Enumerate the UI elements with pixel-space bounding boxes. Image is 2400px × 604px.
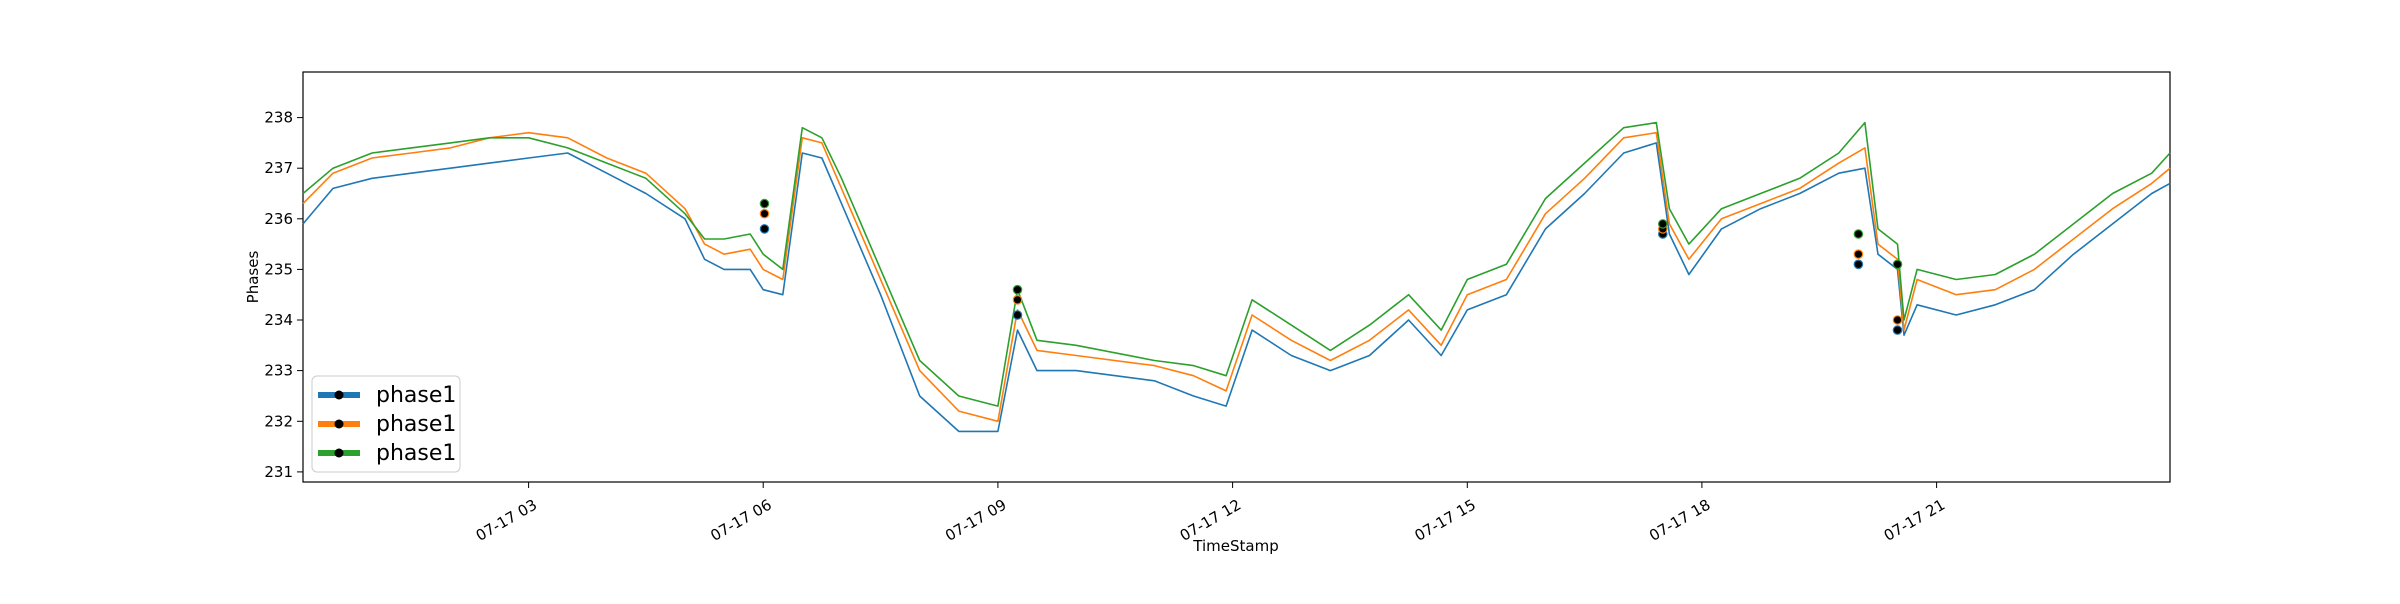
marker-point-2-3: [1012, 284, 1023, 295]
marker-point-5-1: [1892, 325, 1903, 335]
marker-point-4-3: [1853, 229, 1864, 239]
y-tick-label-4: 234: [264, 311, 293, 329]
series-line-1: [302, 142, 2171, 433]
series-line-2: [302, 131, 2171, 423]
legend-item-2: phase1: [318, 412, 456, 437]
x-tick-label-3: 07-17 09: [942, 496, 1009, 545]
legend-item-3: phase1: [318, 441, 456, 466]
legend-frame: [311, 375, 461, 473]
y-tick-label-2: 232: [264, 412, 293, 430]
marker-layer: [759, 198, 1903, 335]
series-line-3: [302, 121, 2171, 407]
x-tick-label-6: 07-17 18: [1646, 496, 1713, 545]
marker-point-1-2: [759, 208, 770, 219]
legend: phase1 phase1 phase1: [311, 375, 461, 473]
legend-marker-1: [334, 390, 344, 400]
marker-point-4-2: [1853, 249, 1864, 259]
marker-point-2-2: [1012, 294, 1023, 305]
y-tick-label-6: 236: [264, 210, 293, 228]
x-tick-label-7: 07-17 21: [1881, 496, 1948, 545]
y-tick-label-5: 235: [264, 260, 293, 278]
marker-point-1-1: [759, 224, 770, 234]
marker-point-4-1: [1853, 259, 1864, 270]
marker-point-1-3: [759, 198, 770, 209]
y-axis-label: Phases: [244, 251, 262, 304]
legend-marker-2: [334, 419, 344, 429]
marker-point-2-1: [1012, 310, 1023, 320]
x-axis-label: TimeStamp: [1192, 537, 1278, 555]
marker-point-5-2: [1892, 315, 1903, 325]
x-tick-label-5: 07-17 15: [1411, 496, 1478, 545]
legend-label-1: phase1: [376, 383, 456, 408]
y-tick-label-7: 237: [264, 159, 293, 177]
plot-area: [302, 71, 2171, 483]
y-axis: 231 232 233 234 235 236 237 238: [264, 109, 303, 481]
legend-marker-3: [334, 448, 344, 458]
y-tick-label-3: 233: [264, 362, 293, 380]
legend-label-2: phase1: [376, 412, 456, 437]
x-tick-label-1: 07-17 03: [473, 496, 540, 545]
series-layer: [302, 121, 2171, 433]
x-tick-label-2: 07-17 06: [707, 496, 774, 545]
marker-point-3-3: [1658, 219, 1668, 229]
marker-point-5-3: [1892, 259, 1903, 270]
legend-label-3: phase1: [376, 441, 456, 466]
legend-item-1: phase1: [318, 383, 456, 408]
y-tick-label-1: 231: [264, 463, 293, 481]
y-tick-label-8: 238: [264, 109, 293, 127]
x-axis: 07-17 03 07-17 06 07-17 09 07-17 12 07-17 15…: [473, 482, 1948, 545]
